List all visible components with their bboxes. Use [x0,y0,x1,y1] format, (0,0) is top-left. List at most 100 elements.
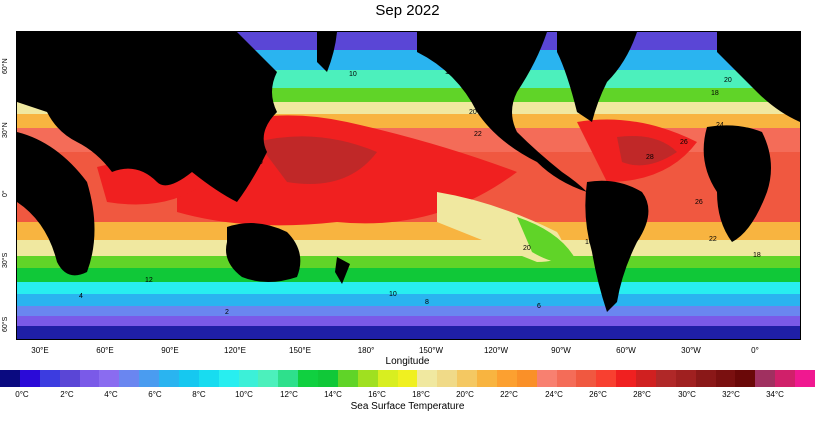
colorbar-swatch [218,370,239,387]
colorbar-swatch [695,370,716,387]
y-tick-label: 0° [2,190,9,197]
contour-label: 10 [349,71,357,78]
contour-label: 26 [680,139,688,146]
colorbar-swatch [596,370,617,387]
contour-label: 16 [585,239,593,246]
colorbar-swatch [795,370,815,387]
colorbar-swatch [477,370,497,387]
colorbar-label: 28°C [633,390,651,399]
colorbar-label: 16°C [368,390,386,399]
colorbar-swatch [457,370,477,387]
contour-label: 28 [646,154,654,161]
contour-label: 10 [389,291,397,298]
colorbar-swatch [198,370,219,387]
x-tick-label: 60°W [616,346,636,355]
colorbar-label: 10°C [235,390,253,399]
colorbar-swatch [139,370,159,387]
colorbar-swatch [775,370,795,387]
contour-label: 24 [716,122,724,129]
colorbar-swatch [39,370,60,387]
y-tick-label: 30°N [2,122,9,138]
colorbar-label: 22°C [500,390,518,399]
contour-label: 8 [425,299,429,306]
contour-label: 20 [469,109,477,116]
x-tick-label: 90°E [161,346,179,355]
contour-label: 22 [474,131,482,138]
colorbar-swatch [79,370,100,387]
y-tick-label: 60°S [2,316,9,332]
colorbar-swatch [59,370,80,387]
colorbar-swatch [298,370,318,387]
colorbar-swatch [755,370,776,387]
colorbar-swatch [159,370,179,387]
colorbar-swatch [278,370,299,387]
colorbar-swatch [238,370,259,387]
colorbar-swatch [0,370,20,387]
colorbar-label: 6°C [148,390,162,399]
colorbar-swatch [337,370,358,387]
colorbar-swatch [258,370,279,387]
colorbar-swatch [119,370,140,387]
colorbar-swatch [636,370,656,387]
colorbar-label: 34°C [766,390,784,399]
colorbar-swatch [616,370,636,387]
colorbar-label: 32°C [722,390,740,399]
colorbar-swatch [377,370,398,387]
x-tick-label: 30°W [681,346,701,355]
colorbar-swatch [437,370,458,387]
colorbar-label: 0°C [15,390,29,399]
x-tick-label: 60°E [96,346,114,355]
colorbar [0,370,815,387]
x-axis-label: Longitude [385,356,430,367]
x-tick-label: 90°W [551,346,571,355]
contour-label: 6 [537,303,541,310]
contour-label: 20 [523,245,531,252]
contour-label: 2 [225,309,229,316]
x-tick-label: 30°E [31,346,49,355]
map-title: Sep 2022 [375,2,440,19]
x-tick-label: 150°E [289,346,311,355]
colorbar-swatch [357,370,378,387]
contour-label: 4 [79,293,83,300]
colorbar-label: 2°C [60,390,74,399]
contour-label: 18 [711,90,719,97]
x-tick-label: 120°W [483,346,509,355]
contour-label: 24 [81,237,89,244]
colorbar-swatch [735,370,756,387]
colorbar-swatch [496,370,517,387]
colorbar-label: 18°C [412,390,430,399]
colorbar-swatch [655,370,676,387]
contour-label: 26 [695,199,703,206]
colorbar-label: 8°C [192,390,206,399]
contour-label: 14 [445,69,453,76]
colorbar-label: 26°C [589,390,607,399]
colorbar-swatch [318,370,338,387]
x-tick-label: 0° [751,346,759,355]
colorbar-swatch [556,370,577,387]
colorbar-title: Sea Surface Temperature [350,401,465,412]
colorbar-label: 14°C [324,390,342,399]
colorbar-swatch [99,370,120,387]
y-tick-label: 60°N [2,58,9,74]
x-tick-label: 180° [357,346,375,355]
colorbar-swatch [536,370,557,387]
colorbar-swatch [516,370,537,387]
colorbar-label: 30°C [678,390,696,399]
x-tick-label: 150°W [418,346,444,355]
sst-map-graphic: 2 4 6 8 10 10 12 14 16 18 18 20 20 20 22… [17,32,800,339]
contour-label: 20 [724,77,732,84]
colorbar-label: 4°C [104,390,118,399]
colorbar-swatch [178,370,199,387]
colorbar-label: 12°C [280,390,298,399]
contour-label: 30 [255,159,263,166]
x-tick-label: 120°E [224,346,246,355]
y-tick-label: 30°S [2,252,9,268]
contour-label: 12 [145,277,153,284]
colorbar-swatch [397,370,418,387]
colorbar-swatch [715,370,736,387]
colorbar-label: 20°C [456,390,474,399]
sst-map: 2 4 6 8 10 10 12 14 16 18 18 20 20 20 22… [16,31,801,340]
contour-label: 18 [753,252,761,259]
colorbar-swatch [675,370,696,387]
contour-label: 22 [709,236,717,243]
